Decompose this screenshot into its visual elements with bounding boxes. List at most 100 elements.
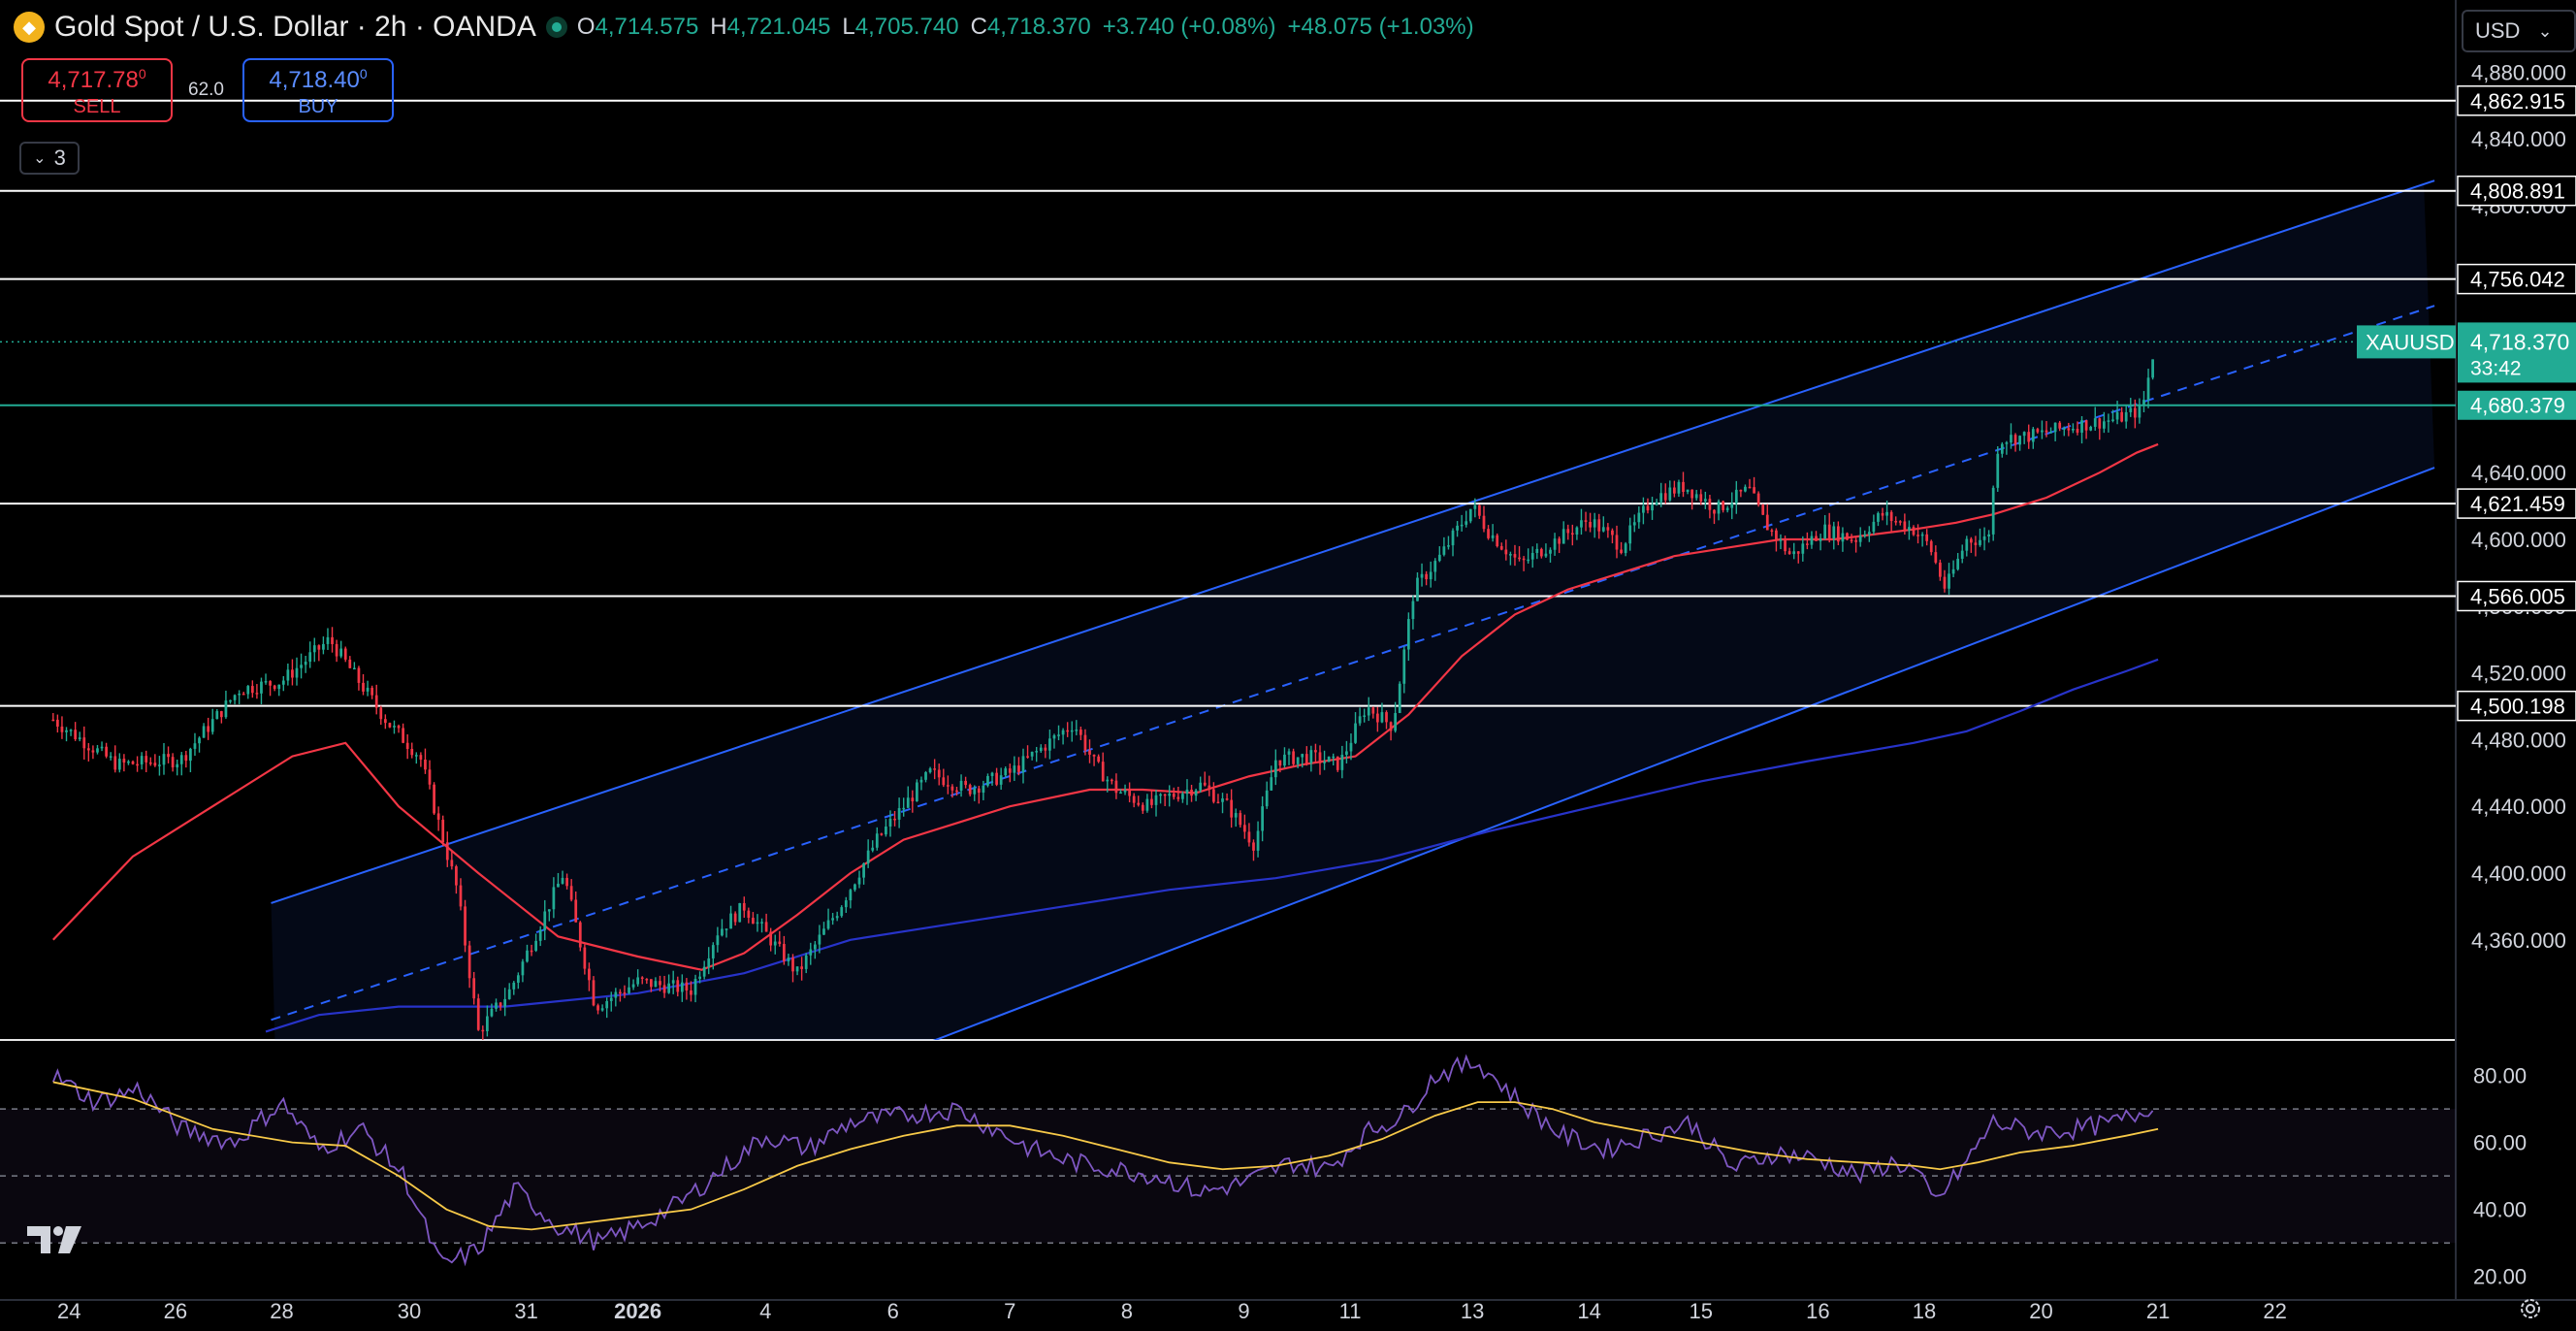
candle-body	[773, 941, 777, 946]
time-tick-label: 22	[2263, 1299, 2286, 1323]
candle	[1052, 733, 1056, 749]
candle	[1225, 793, 1229, 801]
candle-body	[592, 980, 596, 1006]
candle-body	[1787, 551, 1791, 555]
candle	[291, 659, 294, 686]
price-axis[interactable]: 4,880.0004,840.0004,800.0004,760.0004,72…	[2357, 60, 2576, 1289]
candle	[402, 723, 404, 744]
candle-body	[711, 945, 715, 958]
candle	[1296, 757, 1300, 768]
candle	[1549, 547, 1552, 563]
candle-body	[1748, 486, 1752, 489]
candle-body	[184, 755, 188, 762]
candle-body	[255, 693, 259, 695]
candle-body	[964, 780, 967, 786]
candle-body	[1242, 825, 1246, 832]
candle-body	[2098, 418, 2102, 429]
candle	[964, 776, 967, 789]
candle-body	[640, 977, 644, 979]
candle-body	[1066, 730, 1070, 732]
candle-body	[1221, 798, 1224, 802]
candle-body	[1796, 551, 1800, 554]
candle	[2072, 423, 2075, 434]
candle-body	[999, 775, 1003, 785]
candle	[547, 909, 551, 922]
candle	[1615, 525, 1619, 559]
candle	[176, 759, 179, 776]
candle	[1996, 446, 2000, 492]
candle	[2049, 427, 2052, 434]
candle-body	[822, 928, 825, 935]
candle	[113, 745, 117, 773]
candle	[1487, 525, 1490, 540]
candle-body	[1877, 512, 1880, 522]
candle	[1739, 489, 1743, 498]
candle-body	[2013, 435, 2017, 445]
time-axis[interactable]: 24 26 28 30 31 2026 4 6 7 8 9 11 13 14 15 16 18 20 21 22	[57, 1299, 2287, 1323]
candle	[990, 771, 994, 786]
candle	[162, 742, 166, 775]
candle-body	[1943, 576, 1947, 589]
settings-gear-icon[interactable]	[2518, 1296, 2543, 1321]
candle	[1694, 489, 1698, 501]
candle-body	[1637, 512, 1641, 523]
candle-body	[117, 759, 121, 770]
candle	[1974, 536, 1978, 557]
candle	[1951, 560, 1955, 578]
candle	[1982, 527, 1986, 551]
currency-select[interactable]: USD ⌄	[2462, 10, 2576, 52]
time-tick-label: 14	[1577, 1299, 1600, 1323]
indicators-toggle-button[interactable]: ⌄ 3	[19, 142, 80, 175]
candle-body	[2093, 418, 2097, 427]
candle	[405, 733, 409, 760]
candle	[973, 785, 977, 801]
candle-body	[2058, 422, 2062, 429]
candle	[2000, 441, 2004, 458]
sell-button[interactable]: 4,717.780 SELL	[21, 58, 173, 122]
candle-body	[405, 742, 409, 749]
candle-body	[1898, 521, 1902, 523]
candle	[2111, 409, 2114, 423]
candle	[911, 790, 915, 813]
buy-button[interactable]: 4,718.400 BUY	[242, 58, 394, 122]
candle-body	[1863, 534, 1867, 536]
candle-body	[445, 842, 449, 860]
candle	[198, 736, 201, 753]
candle	[893, 811, 896, 827]
candle	[1682, 471, 1685, 498]
candle	[760, 918, 763, 933]
candle	[1478, 503, 1481, 519]
candle-body	[1487, 529, 1490, 538]
candle-body	[1017, 765, 1020, 772]
candle-body	[605, 1000, 609, 1009]
candle	[326, 628, 330, 650]
symbol-title[interactable]: Gold Spot / U.S. Dollar · 2h · OANDA	[54, 11, 536, 43]
candle	[1784, 536, 1787, 555]
candle-body	[388, 723, 392, 728]
candle-body	[402, 728, 404, 743]
candle	[1066, 722, 1070, 737]
candle	[91, 745, 95, 760]
candle-body	[65, 730, 68, 732]
candle-body	[928, 768, 932, 773]
candle-body	[1234, 813, 1238, 818]
candle-body	[467, 945, 471, 979]
candle-body	[614, 991, 618, 998]
candle-body	[906, 797, 910, 808]
candle	[51, 713, 55, 722]
tradingview-logo-icon[interactable]	[27, 1224, 85, 1257]
candle-body	[331, 636, 334, 644]
candle	[481, 1025, 485, 1040]
candle-body	[1079, 730, 1082, 735]
candle-body	[1810, 536, 1814, 545]
candle	[733, 911, 737, 926]
candle	[1527, 548, 1530, 564]
candle	[1491, 524, 1495, 542]
candle	[1292, 748, 1295, 766]
candle-body	[91, 750, 95, 753]
candle	[1787, 547, 1791, 555]
candle-body	[752, 918, 755, 925]
candle	[1402, 646, 1406, 694]
candle-body	[893, 818, 896, 821]
